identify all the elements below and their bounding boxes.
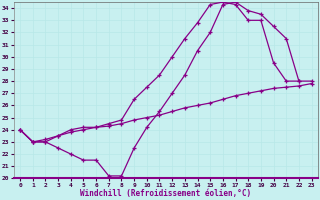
X-axis label: Windchill (Refroidissement éolien,°C): Windchill (Refroidissement éolien,°C) [80,189,252,198]
